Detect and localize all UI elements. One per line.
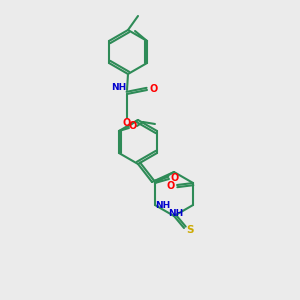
Text: O: O xyxy=(171,173,179,183)
Text: O: O xyxy=(150,84,158,94)
Text: NH: NH xyxy=(155,200,171,209)
Text: O: O xyxy=(167,181,175,191)
Text: O: O xyxy=(123,118,131,128)
Text: NH: NH xyxy=(168,208,183,217)
Text: O: O xyxy=(129,121,137,131)
Text: NH: NH xyxy=(111,82,127,91)
Text: S: S xyxy=(186,225,194,235)
